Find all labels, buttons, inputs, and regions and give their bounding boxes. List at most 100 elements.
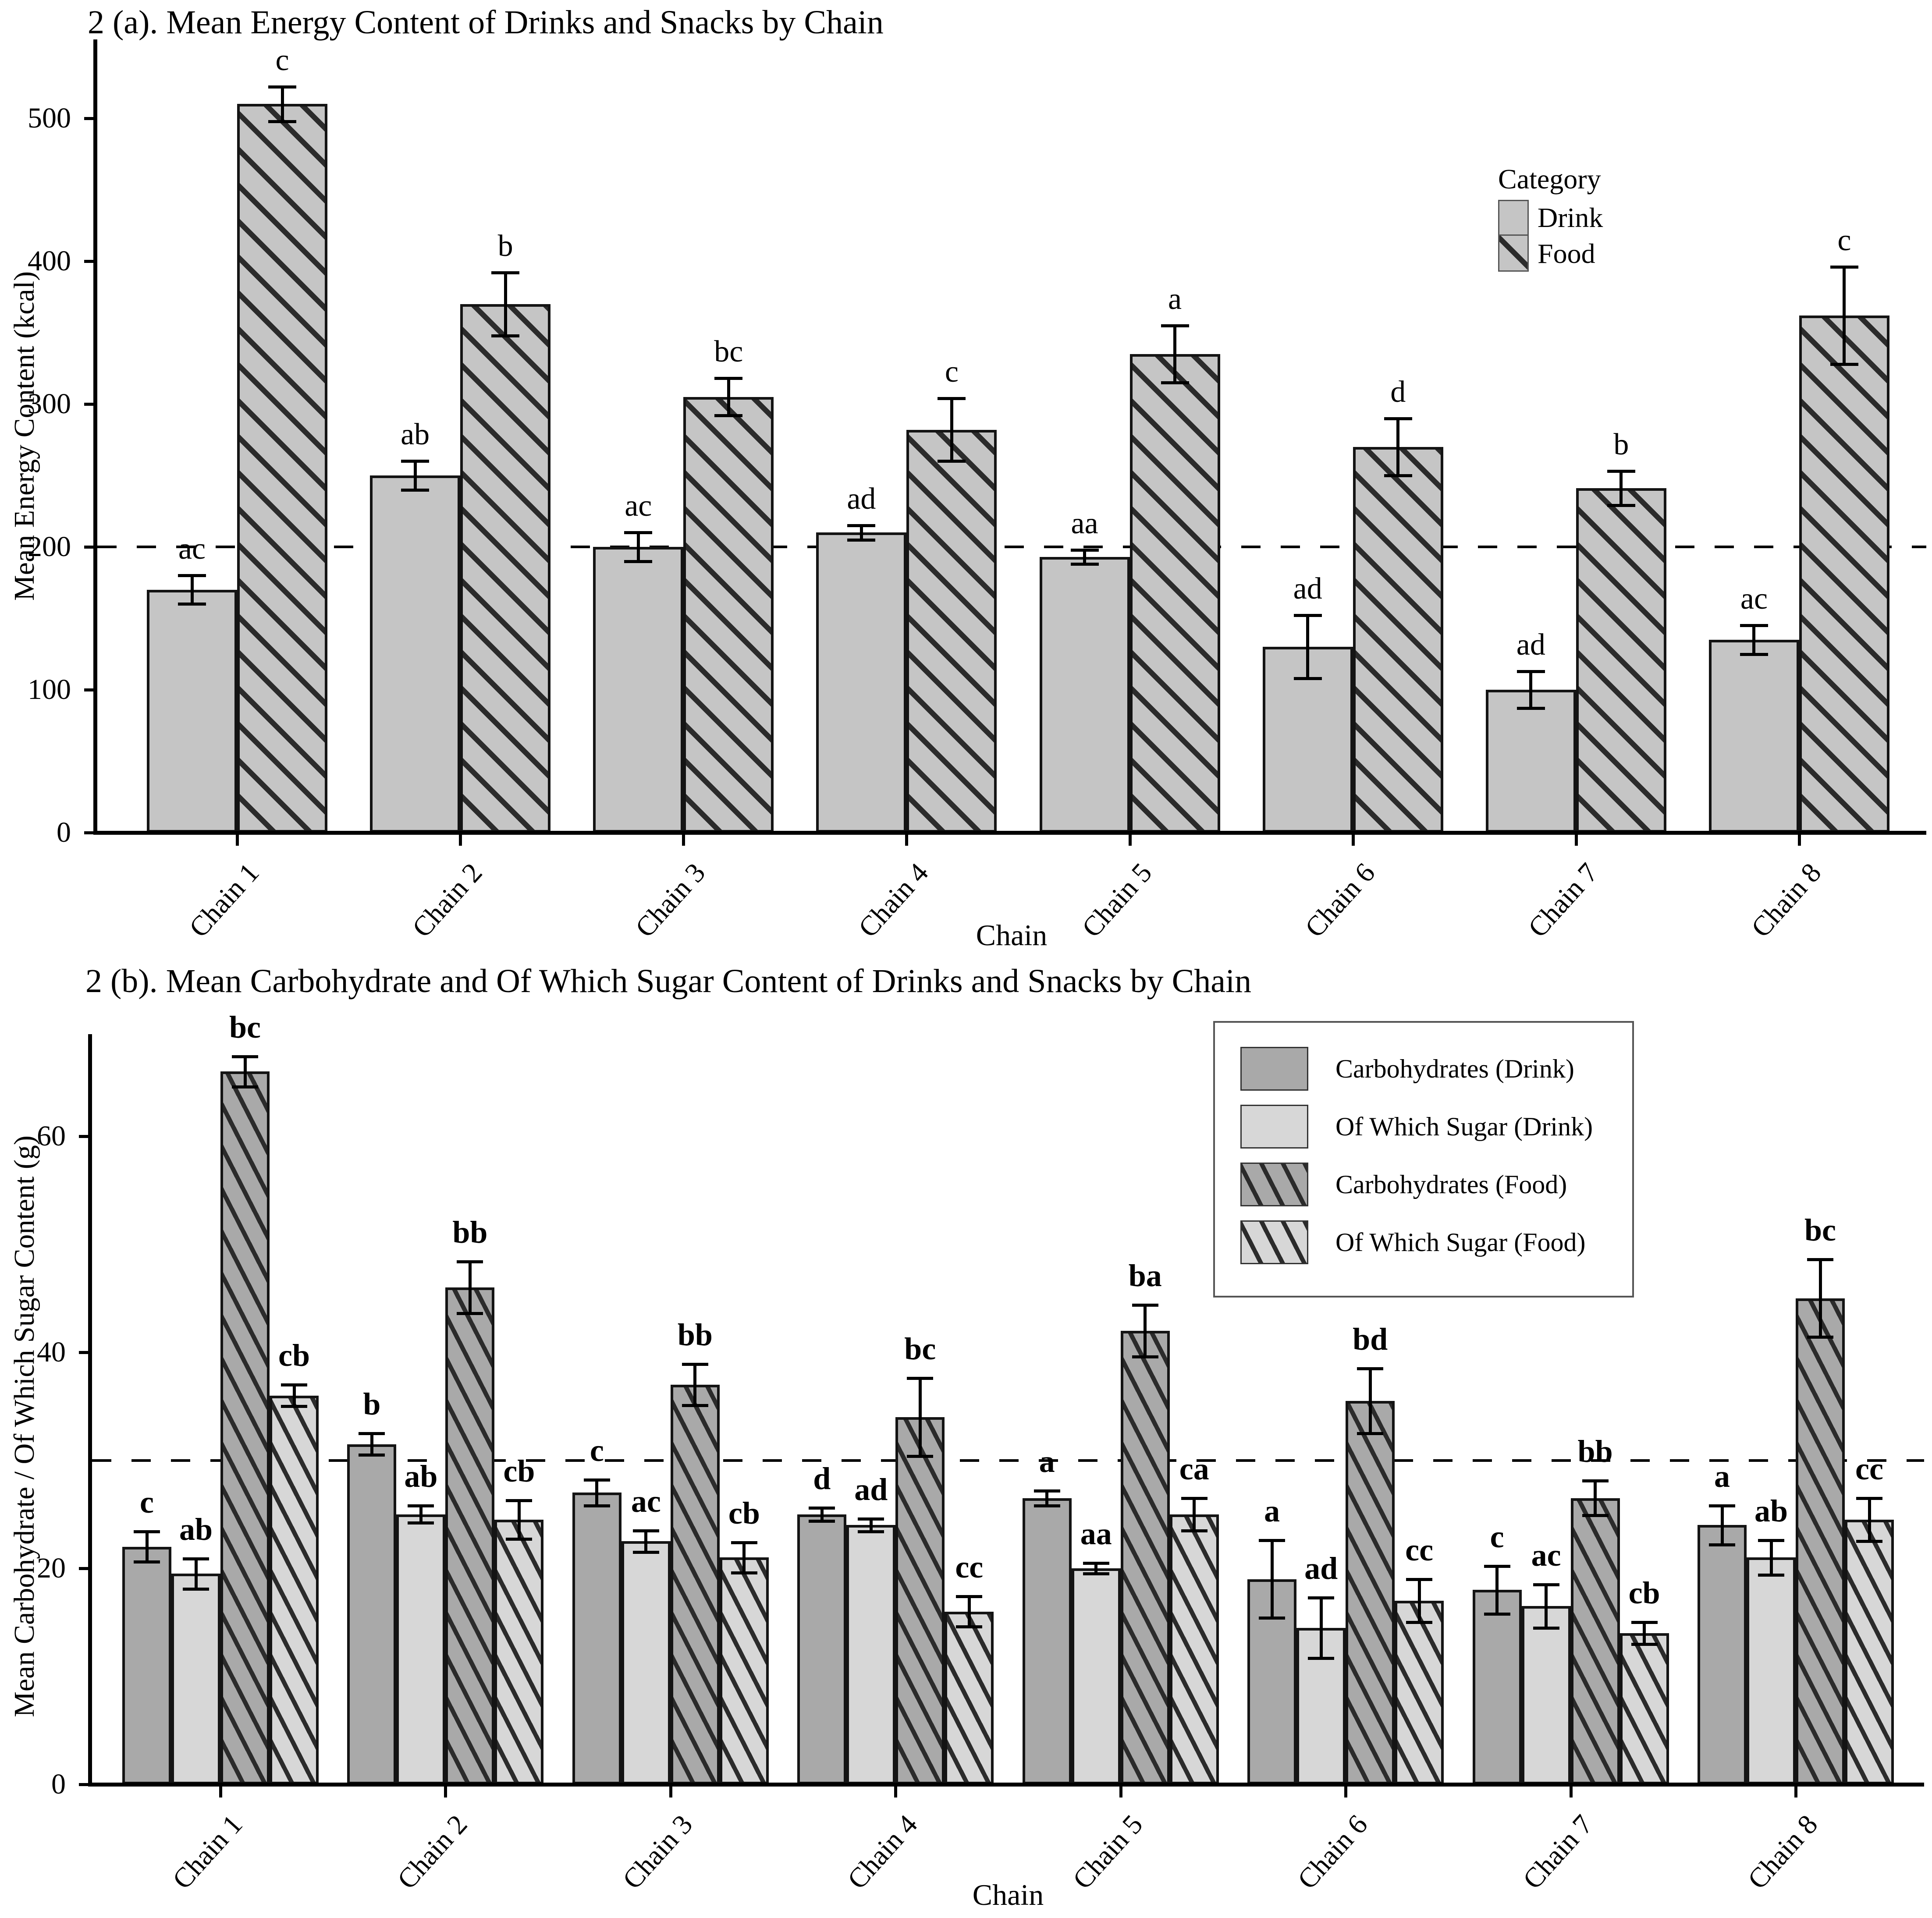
error-bar-cap-bottom — [232, 1085, 258, 1088]
error-bar-cap-bottom — [268, 120, 296, 123]
bar-carb-drink-chain-8 — [1698, 1525, 1747, 1784]
error-bar-cap-top — [1631, 1621, 1658, 1624]
legend-label: Carbohydrates (Drink) — [1335, 1054, 1574, 1083]
significance-label: c — [275, 43, 289, 78]
bar-sugar-drink-chain-2 — [396, 1514, 446, 1784]
bar-sugar-food-chain-4 — [945, 1611, 994, 1784]
significance-label: cc — [1855, 1451, 1883, 1486]
bar-drink-a-chain-7 — [1485, 690, 1576, 833]
significance-label: ad — [1293, 572, 1322, 606]
legend-row: Drink — [1498, 200, 1603, 236]
error-bar — [1417, 1579, 1421, 1623]
error-bar — [292, 1384, 296, 1407]
bar-sugar-drink-chain-3 — [621, 1541, 671, 1784]
error-bar — [1368, 1368, 1372, 1433]
chart-b-x-tick-label: Chain 2 — [391, 1808, 473, 1895]
bar-food-a-chain-1 — [237, 104, 327, 833]
bar-drink-a-chain-4 — [816, 532, 907, 833]
bar-carb-drink-chain-6 — [1247, 1579, 1297, 1784]
error-bar-cap-top — [1758, 1539, 1784, 1542]
error-bar — [950, 398, 953, 461]
error-bar-cap-top — [714, 377, 743, 380]
error-bar-cap-bottom — [1033, 1504, 1060, 1508]
significance-label: bd — [1353, 1321, 1388, 1357]
chart-a-y-tick — [84, 117, 97, 120]
chart-b-x-axis-label: Chain — [972, 1878, 1044, 1911]
error-bar-cap-bottom — [1070, 563, 1099, 566]
significance-label: cb — [1628, 1575, 1660, 1611]
error-bar — [967, 1596, 971, 1627]
error-bar-cap-top — [178, 574, 206, 578]
legend-label: Food — [1538, 238, 1595, 269]
significance-label: cb — [728, 1495, 760, 1531]
legend-swatch-sugar-food — [1240, 1220, 1308, 1264]
bar-carb-drink-chain-2 — [347, 1444, 397, 1784]
error-bar — [1529, 671, 1533, 709]
chart-b-x-tick-label: Chain 4 — [841, 1808, 923, 1895]
error-bar-cap-bottom — [1132, 1355, 1158, 1358]
error-bar-cap-top — [624, 531, 653, 535]
bar-sugar-drink-chain-7 — [1521, 1606, 1571, 1784]
error-bar — [727, 378, 730, 416]
chart-a-x-tick — [459, 833, 462, 846]
chart-a-x-tick-label: Chain 3 — [629, 857, 711, 943]
error-bar-cap-top — [268, 85, 296, 89]
error-bar-cap-bottom — [1308, 1656, 1335, 1660]
error-bar-cap-bottom — [183, 1587, 209, 1591]
error-bar-cap-top — [408, 1504, 434, 1508]
bar-carb-food-chain-6 — [1346, 1400, 1395, 1784]
error-bar-cap-bottom — [359, 1454, 385, 1457]
error-bar-cap-top — [1357, 1367, 1384, 1370]
legend-swatch-drink-a — [1498, 200, 1529, 236]
error-bar — [1752, 625, 1756, 654]
chart-b-x-tick-label: Chain 7 — [1516, 1808, 1599, 1895]
error-bar-cap-bottom — [907, 1454, 934, 1458]
bar-sugar-food-chain-1 — [270, 1395, 319, 1784]
bar-food-a-chain-5 — [1129, 354, 1220, 833]
legend-label: Of Which Sugar (Drink) — [1335, 1112, 1593, 1141]
error-bar-cap-top — [809, 1506, 835, 1510]
significance-label: ac — [1531, 1537, 1561, 1573]
bar-carb-drink-chain-5 — [1022, 1498, 1072, 1784]
significance-label: b — [363, 1386, 381, 1422]
significance-label: cb — [503, 1453, 535, 1489]
error-bar-cap-top — [858, 1517, 884, 1521]
chart-b-x-tick-label: Chain 3 — [616, 1808, 699, 1895]
error-bar-cap-bottom — [1161, 381, 1189, 385]
error-bar-cap-bottom — [134, 1560, 160, 1564]
chart-b-y-tick — [79, 1783, 92, 1786]
significance-label: ab — [404, 1459, 438, 1494]
bar-drink-a-chain-1 — [147, 589, 237, 833]
bar-sugar-drink-chain-8 — [1747, 1557, 1796, 1784]
error-bar-cap-top — [1259, 1539, 1286, 1542]
significance-label: ad — [1516, 628, 1545, 662]
error-bar-cap-bottom — [1709, 1543, 1735, 1546]
significance-label: ab — [1754, 1493, 1788, 1528]
error-bar-cap-top — [232, 1055, 258, 1058]
error-bar-cap-top — [1856, 1496, 1882, 1500]
error-bar-cap-bottom — [938, 460, 966, 463]
bar-carb-food-chain-2 — [445, 1287, 495, 1784]
error-bar-cap-top — [1181, 1496, 1208, 1500]
chart-a-x-tick — [1574, 833, 1578, 846]
legend-swatch-food-a — [1498, 236, 1529, 272]
chart-b-y-tick-label: 0 — [51, 1768, 66, 1800]
error-bar-cap-bottom — [1856, 1540, 1882, 1543]
bar-sugar-drink-chain-4 — [846, 1525, 896, 1784]
significance-label: a — [1039, 1443, 1055, 1479]
significance-label: a — [1168, 282, 1182, 316]
chart-b-x-tick — [219, 1784, 222, 1797]
bar-food-a-chain-3 — [683, 397, 774, 833]
significance-label: ac — [1740, 582, 1768, 616]
chart-b-x-axis — [90, 1783, 1924, 1787]
legend-swatch-sugar-drink — [1240, 1105, 1308, 1149]
significance-label: ab — [179, 1511, 213, 1547]
error-bar-cap-top — [1308, 1596, 1335, 1599]
chart-a-x-axis-label: Chain — [976, 918, 1048, 952]
error-bar-cap-bottom — [809, 1519, 835, 1523]
significance-label: cb — [278, 1337, 310, 1373]
significance-label: d — [1390, 375, 1406, 409]
bar-sugar-food-chain-3 — [719, 1557, 769, 1784]
significance-label: ba — [1128, 1258, 1162, 1293]
